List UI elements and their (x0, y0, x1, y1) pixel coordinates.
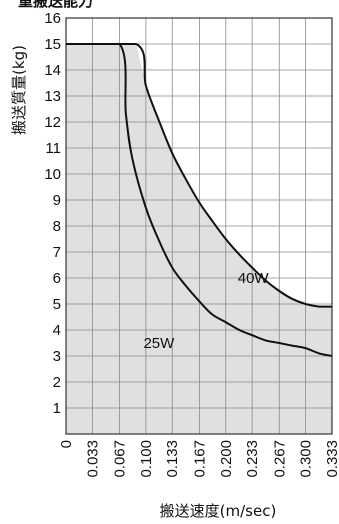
plot-border (65, 17, 333, 435)
x-tick-label: 0 (58, 440, 75, 448)
x-tick-label: 0.133 (164, 440, 181, 478)
y-axis-title: 搬送質量(kg) (10, 45, 28, 135)
x-tick-label: 0.167 (191, 440, 208, 478)
y-tick-label: 9 (53, 192, 61, 209)
x-tick-label: 0.333 (324, 440, 339, 478)
x-axis-title: 搬送速度(m/sec) (160, 502, 277, 520)
series-annotations: 40W 25W (143, 270, 269, 352)
y-tick-label: 7 (53, 244, 61, 261)
y-tick-label: 8 (53, 218, 61, 235)
series-lines (66, 43, 333, 357)
y-tick-label: 6 (53, 270, 61, 287)
x-tick-label: 0.067 (112, 440, 129, 478)
y-tick-labels: 16 15 14 13 12 11 10 9 8 7 6 5 4 3 2 1 (44, 10, 61, 417)
plot-area: 40W 25W (65, 17, 333, 435)
y-tick-label: 1 (53, 400, 61, 417)
series-line-25w (66, 43, 333, 357)
x-tick-label: 0.100 (138, 440, 155, 478)
y-tick-label: 3 (53, 348, 61, 365)
y-tick-label: 12 (44, 114, 61, 131)
y-tick-label: 14 (44, 62, 61, 79)
y-tick-label: 16 (44, 10, 61, 27)
x-tick-label: 0.300 (298, 440, 315, 478)
series-label-40w: 40W (238, 270, 270, 287)
y-tick-label: 11 (45, 140, 61, 157)
y-tick-label: 2 (53, 374, 61, 391)
x-tick-label: 0.033 (84, 440, 101, 478)
series-label-25w: 25W (143, 335, 175, 352)
y-tick-label: 13 (44, 88, 61, 105)
series-line-40w (66, 43, 332, 308)
y-tick-label: 4 (53, 322, 61, 339)
y-tick-label: 15 (44, 36, 61, 53)
y-tick-label: 10 (44, 166, 61, 183)
x-tick-label: 0.233 (244, 440, 261, 478)
y-tick-label: 5 (53, 296, 61, 313)
x-tick-label: 0.200 (218, 440, 235, 478)
x-tick-label: 0.267 (271, 440, 288, 478)
chart-top-caption: 重搬送能力 (18, 0, 93, 10)
x-tick-labels: 0 0.033 0.067 0.100 0.133 0.167 0.200 0.233 0.26… (58, 440, 339, 478)
